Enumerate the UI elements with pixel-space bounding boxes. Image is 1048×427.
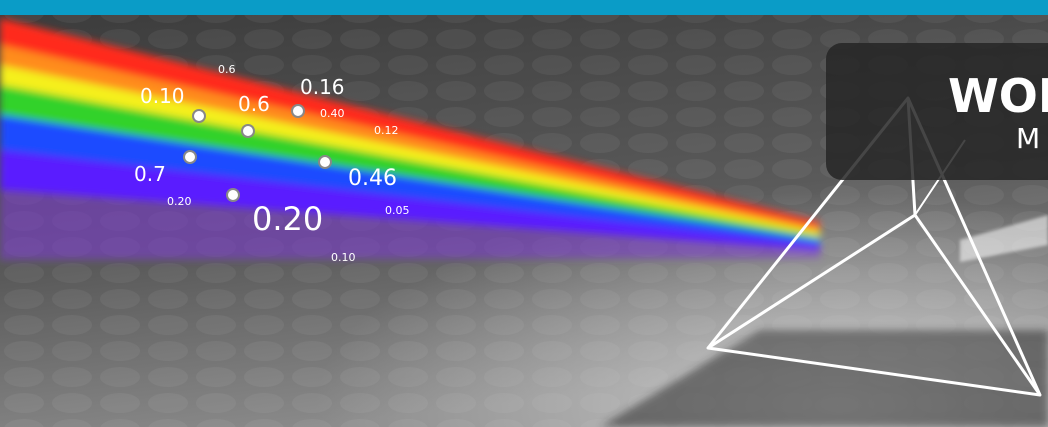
number-label: 0.40 <box>320 107 345 120</box>
number-label: 0.20 <box>167 195 192 208</box>
markers <box>183 104 332 202</box>
number-label: 0.46 <box>348 166 397 191</box>
info-panel <box>826 43 1048 180</box>
top-bar <box>0 0 1048 15</box>
number-label: 0.16 <box>300 75 345 99</box>
number-label: 0.6 <box>218 63 236 76</box>
number-label: 0.10 <box>140 84 185 108</box>
panel-subtitle: M <box>1016 122 1040 155</box>
outgoing-beam <box>960 215 1048 262</box>
panel-title: WOI <box>948 69 1048 123</box>
prism <box>706 96 1042 397</box>
number-label: 0.7 <box>134 162 166 186</box>
number-label: 0.05 <box>385 204 410 217</box>
number-label: 0.20 <box>252 200 323 238</box>
number-label: 0.12 <box>374 124 399 137</box>
prism-shadow <box>600 330 1048 427</box>
number-label: 0.6 <box>238 92 270 116</box>
number-label: 0.10 <box>331 251 356 264</box>
rainbow <box>0 18 820 260</box>
